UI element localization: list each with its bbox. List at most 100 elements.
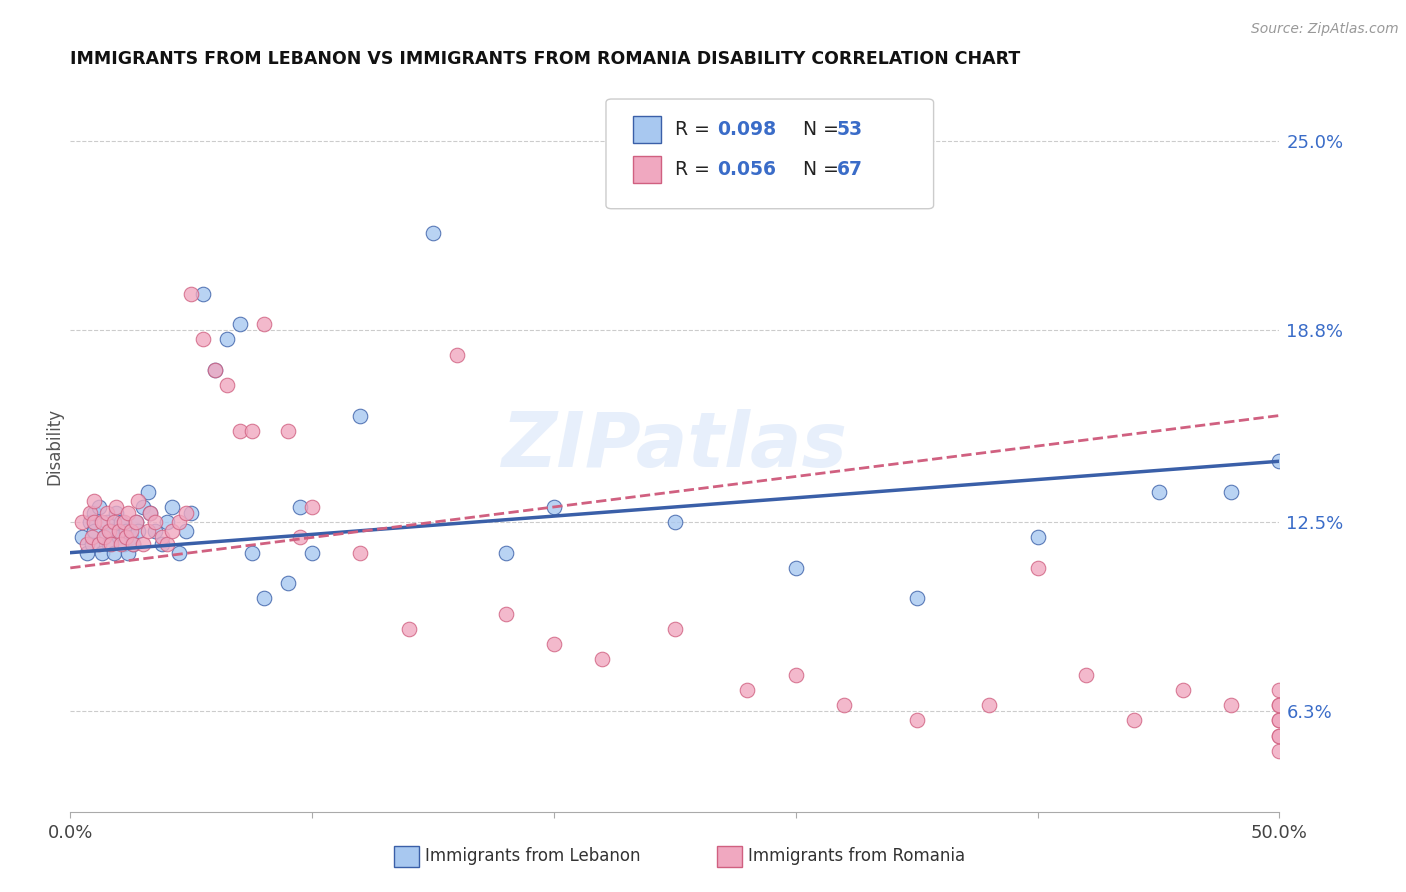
Text: N =: N = (785, 120, 845, 139)
Text: R =: R = (675, 120, 716, 139)
Point (737, 682, 759, 697)
Point (228, 317, 250, 331)
Point (422, 226, 444, 240)
Point (120, 524, 142, 539)
Point (90, 546, 112, 560)
Point (83, 494, 105, 508)
Point (160, 524, 183, 539)
Point (1268, 744, 1291, 758)
Point (115, 524, 138, 539)
Text: ZIPatlas: ZIPatlas (502, 409, 848, 483)
Point (1220, 698, 1243, 712)
Point (105, 500, 128, 514)
Text: Source: ZipAtlas.com: Source: ZipAtlas.com (1251, 22, 1399, 37)
Point (204, 363, 226, 377)
Point (143, 515, 166, 529)
Text: 53: 53 (837, 120, 863, 139)
Text: Immigrants from Lebanon: Immigrants from Lebanon (425, 847, 640, 865)
Point (83, 524, 105, 539)
Point (1026, 561, 1049, 575)
Point (1268, 698, 1291, 712)
Point (1268, 729, 1291, 743)
Point (96, 515, 118, 529)
Point (98, 536, 121, 550)
Point (832, 698, 855, 712)
Point (253, 591, 276, 606)
Text: R =: R = (675, 160, 716, 179)
Point (398, 622, 420, 636)
Point (1268, 729, 1291, 743)
Point (1123, 714, 1146, 728)
Point (83, 515, 105, 529)
Point (107, 530, 129, 544)
Point (124, 515, 146, 529)
Point (72, 530, 94, 544)
Text: Immigrants from Romania: Immigrants from Romania (748, 847, 965, 865)
Point (136, 524, 159, 539)
Point (301, 500, 323, 514)
Point (664, 515, 686, 529)
Point (76, 546, 98, 560)
Point (107, 524, 129, 539)
Point (240, 424, 263, 438)
Y-axis label: Disability: Disability (45, 408, 63, 484)
Text: 67: 67 (837, 160, 862, 179)
Point (1268, 698, 1291, 712)
Point (132, 500, 155, 514)
Point (76, 536, 98, 550)
Point (112, 536, 135, 550)
Point (495, 546, 517, 560)
Point (139, 506, 162, 520)
Point (217, 378, 239, 392)
Point (136, 484, 159, 499)
Point (905, 591, 928, 606)
Point (204, 363, 226, 377)
Point (1074, 667, 1097, 681)
Point (117, 506, 139, 520)
Point (785, 667, 807, 681)
Point (240, 546, 263, 560)
Point (122, 536, 145, 550)
Point (1026, 530, 1049, 544)
Point (122, 536, 145, 550)
Text: 0.098: 0.098 (717, 120, 776, 139)
Point (143, 524, 166, 539)
Point (277, 424, 299, 438)
Point (89, 500, 111, 514)
Point (1268, 714, 1291, 728)
Point (100, 536, 122, 550)
Point (80, 530, 103, 544)
Point (543, 500, 565, 514)
Point (79, 515, 101, 529)
Point (93, 530, 115, 544)
Text: N =: N = (785, 160, 845, 179)
Point (176, 524, 198, 539)
Point (288, 530, 311, 544)
Point (591, 652, 613, 666)
Point (127, 524, 149, 539)
Point (349, 409, 371, 423)
Text: 0.056: 0.056 (717, 160, 776, 179)
Point (150, 536, 173, 550)
Point (1220, 484, 1243, 499)
Point (115, 530, 138, 544)
Point (110, 515, 132, 529)
Point (495, 607, 517, 621)
Point (167, 515, 190, 529)
Point (103, 515, 125, 529)
Point (1268, 454, 1291, 468)
Point (156, 536, 179, 550)
Point (93, 530, 115, 544)
Point (217, 332, 239, 346)
Point (72, 515, 94, 529)
Point (228, 424, 250, 438)
Point (664, 622, 686, 636)
Point (120, 530, 142, 544)
Point (103, 546, 125, 560)
Point (89, 536, 111, 550)
Point (160, 500, 183, 514)
Point (446, 348, 468, 362)
Point (110, 536, 132, 550)
Point (288, 500, 311, 514)
Point (132, 536, 155, 550)
